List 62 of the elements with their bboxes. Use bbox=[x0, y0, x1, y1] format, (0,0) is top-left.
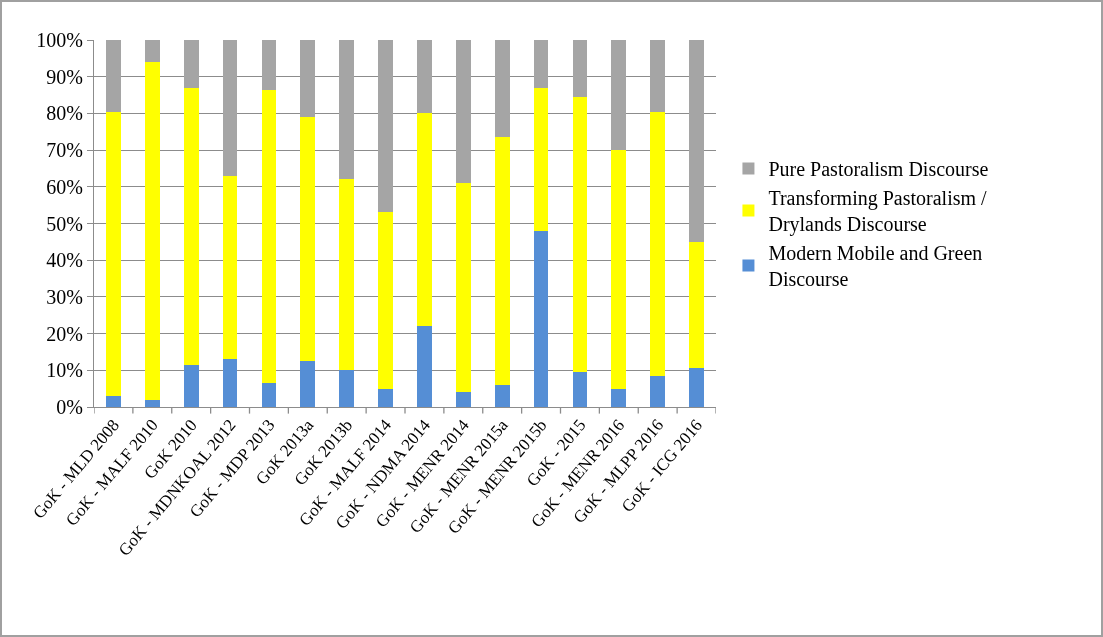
bar bbox=[378, 212, 393, 389]
bar bbox=[533, 230, 549, 407]
bar bbox=[494, 137, 510, 385]
legend-label: Modern Mobile and Green Discourse bbox=[768, 242, 983, 291]
bar bbox=[144, 40, 160, 63]
y-tick-label: 100% bbox=[36, 29, 83, 51]
bar bbox=[222, 175, 238, 360]
bar bbox=[455, 392, 471, 407]
bar bbox=[689, 368, 704, 407]
bar bbox=[183, 87, 199, 365]
legend-label: Transforming Pastoralism / Drylands Discourse bbox=[768, 187, 988, 237]
bar bbox=[689, 40, 704, 242]
bar bbox=[300, 361, 316, 407]
bar bbox=[222, 40, 238, 176]
bar bbox=[261, 89, 277, 384]
bar bbox=[339, 179, 355, 371]
bar bbox=[378, 388, 393, 407]
bar bbox=[611, 388, 627, 407]
bar bbox=[611, 40, 627, 151]
bar bbox=[417, 326, 432, 407]
bar bbox=[300, 117, 316, 362]
y-tick-label: 0% bbox=[56, 396, 83, 418]
bar bbox=[533, 87, 549, 231]
bar bbox=[611, 150, 627, 389]
y-tick-label: 40% bbox=[46, 249, 83, 272]
y-tick-label: 60% bbox=[46, 175, 83, 198]
bar bbox=[572, 96, 588, 373]
bar bbox=[572, 40, 588, 97]
bar bbox=[455, 183, 471, 393]
bar bbox=[417, 113, 432, 327]
y-tick-label: 70% bbox=[46, 139, 83, 162]
bar bbox=[455, 40, 471, 184]
bar bbox=[650, 40, 666, 112]
bar bbox=[144, 62, 160, 400]
y-tick-label: 50% bbox=[46, 212, 83, 235]
legend-label: Pure Pastoralism Discourse bbox=[768, 158, 989, 181]
bar bbox=[261, 40, 277, 90]
bar bbox=[689, 241, 704, 369]
bar bbox=[339, 370, 355, 407]
bar bbox=[494, 40, 510, 138]
bar bbox=[417, 40, 432, 114]
bar bbox=[106, 40, 121, 112]
bar bbox=[183, 40, 199, 88]
bar bbox=[300, 40, 316, 118]
bar bbox=[650, 111, 666, 376]
bar bbox=[183, 364, 199, 407]
y-tick-label: 10% bbox=[46, 359, 83, 382]
bar bbox=[339, 40, 355, 180]
bar bbox=[650, 375, 666, 407]
bar bbox=[261, 383, 277, 407]
bar bbox=[572, 372, 588, 407]
bar bbox=[533, 40, 549, 88]
bar bbox=[106, 395, 121, 407]
y-tick-label: 80% bbox=[46, 102, 83, 125]
bar bbox=[494, 384, 510, 407]
y-tick-label: 20% bbox=[46, 322, 83, 345]
y-tick-label: 90% bbox=[46, 65, 83, 88]
bar bbox=[378, 40, 393, 213]
bar bbox=[222, 359, 238, 407]
bar bbox=[144, 399, 160, 407]
bar bbox=[106, 111, 121, 396]
y-tick-label: 30% bbox=[46, 285, 83, 308]
